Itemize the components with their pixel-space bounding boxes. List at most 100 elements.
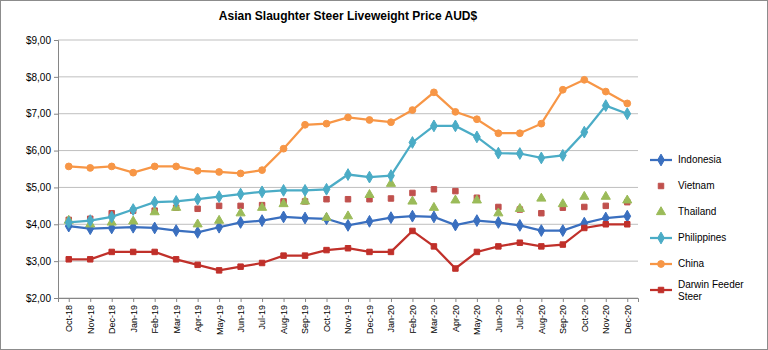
series — [65, 76, 630, 176]
marker — [259, 260, 264, 265]
x-tick-label: Jul-20 — [515, 305, 525, 330]
marker — [624, 100, 631, 107]
marker — [388, 170, 395, 182]
x-tick: Mar-19 — [172, 298, 182, 334]
x-tick-label: Oct-19 — [322, 305, 332, 332]
marker — [388, 249, 393, 254]
marker — [473, 215, 480, 227]
x-tick-label: Mar-19 — [172, 305, 182, 334]
marker — [324, 196, 329, 201]
marker — [236, 208, 245, 216]
x-tick: May-20 — [472, 298, 482, 335]
marker — [130, 204, 137, 216]
marker — [582, 225, 587, 230]
x-tick-mark — [563, 298, 564, 302]
marker — [302, 184, 309, 196]
marker — [193, 219, 202, 227]
marker — [601, 191, 610, 199]
marker — [65, 163, 72, 170]
marker — [431, 244, 436, 249]
x-tick-label: Dec-19 — [365, 305, 375, 334]
marker — [538, 152, 545, 164]
x-tick-mark — [241, 298, 242, 302]
marker — [237, 170, 244, 177]
x-tick-mark — [90, 298, 91, 302]
marker — [474, 249, 479, 254]
grid-line — [58, 76, 638, 77]
y-tick: $4,00 — [26, 219, 58, 230]
marker — [495, 217, 502, 229]
legend: IndonesiaVietnamThailandPhilippinesChina… — [650, 154, 744, 301]
x-tick: Nov-20 — [601, 298, 611, 334]
x-tick-label: May-20 — [472, 305, 482, 335]
marker — [516, 130, 523, 137]
marker — [345, 169, 352, 181]
x-tick-mark — [327, 298, 328, 302]
x-tick-label: Aug-20 — [537, 305, 547, 334]
marker — [366, 215, 373, 227]
x-tick-mark — [133, 298, 134, 302]
x-tick-mark — [520, 298, 521, 302]
y-tick: $8,00 — [26, 72, 58, 83]
y-tick-mark — [54, 261, 58, 262]
x-tick-mark — [391, 298, 392, 302]
marker — [194, 227, 201, 239]
legend-label: Indonesia — [678, 154, 722, 165]
marker — [494, 208, 503, 216]
x-tick-mark — [498, 298, 499, 302]
y-tick: $7,00 — [26, 108, 58, 119]
marker — [516, 148, 523, 160]
legend-label: Darwin FeederSteer — [678, 279, 744, 302]
x-tick: Apr-19 — [193, 298, 203, 332]
marker — [495, 130, 502, 137]
legend-entry: Thailand — [656, 206, 716, 217]
chart: Asian Slaughter Steer Liveweight Price A… — [0, 0, 768, 350]
marker — [173, 225, 180, 237]
legend-entry: Vietnam — [658, 180, 714, 191]
marker — [409, 210, 416, 222]
marker — [215, 215, 224, 223]
x-tick-label: Jan-19 — [129, 305, 139, 333]
y-tick-mark — [54, 114, 58, 115]
x-tick: May-19 — [214, 298, 224, 335]
marker — [453, 188, 458, 193]
marker — [431, 120, 438, 132]
marker — [472, 195, 481, 203]
x-tick-mark — [262, 298, 263, 302]
grid-line — [58, 40, 638, 41]
legend-label: Philippines — [678, 232, 726, 243]
marker — [216, 169, 223, 176]
y-tick-mark — [54, 40, 58, 41]
y-tick-label: $9,00 — [26, 35, 51, 46]
marker — [581, 126, 588, 138]
x-tick-label: Oct-20 — [580, 305, 590, 332]
y-tick-mark — [54, 298, 58, 299]
marker — [452, 219, 459, 231]
marker — [581, 76, 588, 83]
marker — [151, 222, 158, 234]
marker — [431, 187, 436, 192]
x-tick: Feb-19 — [150, 298, 160, 334]
marker — [625, 222, 630, 227]
y-tick: $3,00 — [26, 256, 58, 267]
marker — [302, 253, 307, 258]
marker — [130, 249, 135, 254]
grid — [58, 40, 638, 298]
marker — [410, 190, 415, 195]
marker — [279, 199, 288, 207]
legend-label: Vietnam — [678, 180, 715, 191]
marker — [345, 196, 350, 201]
marker — [302, 212, 309, 224]
marker — [259, 215, 266, 227]
y-tick-label: $2,00 — [26, 293, 51, 304]
marker — [87, 165, 94, 172]
series — [65, 100, 630, 229]
x-tick-label: Feb-20 — [408, 305, 418, 334]
x-tick-mark — [455, 298, 456, 302]
marker — [87, 215, 94, 227]
marker — [237, 217, 244, 229]
marker — [300, 196, 309, 204]
marker — [580, 191, 589, 199]
x-tick: Apr-20 — [451, 298, 461, 332]
y-tick: $2,00 — [26, 293, 58, 304]
